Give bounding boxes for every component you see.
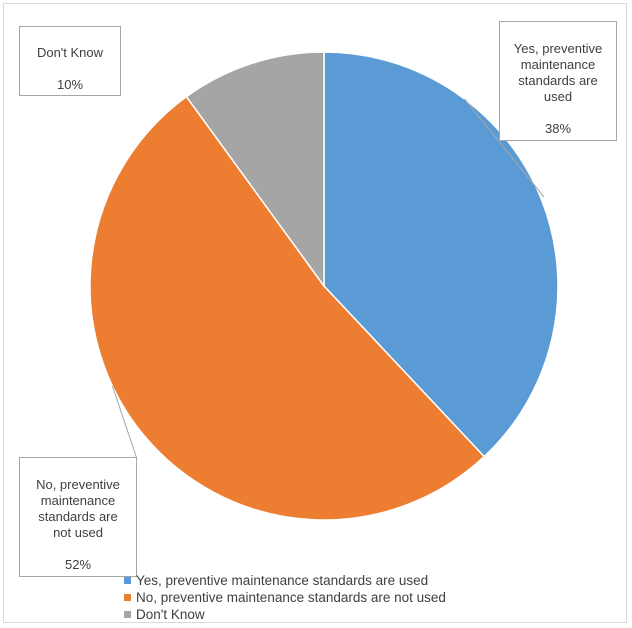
pie-slice-yes — [323, 51, 559, 458]
chart-area: Yes, preventive maintenance standards ar… — [3, 3, 627, 623]
legend-label-no: No, preventive maintenance standards are… — [136, 590, 446, 605]
legend-label-dont-know: Don't Know — [136, 607, 205, 622]
legend-label-yes: Yes, preventive maintenance standards ar… — [136, 573, 429, 588]
pie-slice-dont-know — [185, 51, 325, 289]
pie-chart — [89, 51, 559, 521]
legend-item-yes: Yes, preventive maintenance standards ar… — [124, 572, 446, 589]
pie-slice-no — [89, 95, 486, 521]
legend: Yes, preventive maintenance standards ar… — [124, 572, 446, 623]
legend-swatch-yes — [124, 577, 131, 584]
leader-line-yes — [464, 98, 545, 198]
data-label-yes: Yes, preventive maintenance standards ar… — [499, 21, 617, 141]
legend-item-dont-know: Don't Know — [124, 606, 446, 623]
data-label-no: No, preventive maintenance standards are… — [19, 457, 137, 577]
data-label-dont-know: Don't Know 10% — [19, 26, 121, 96]
legend-swatch-no — [124, 594, 131, 601]
legend-swatch-dont-know — [124, 611, 131, 618]
leader-line-no — [111, 385, 138, 460]
legend-item-no: No, preventive maintenance standards are… — [124, 589, 446, 606]
